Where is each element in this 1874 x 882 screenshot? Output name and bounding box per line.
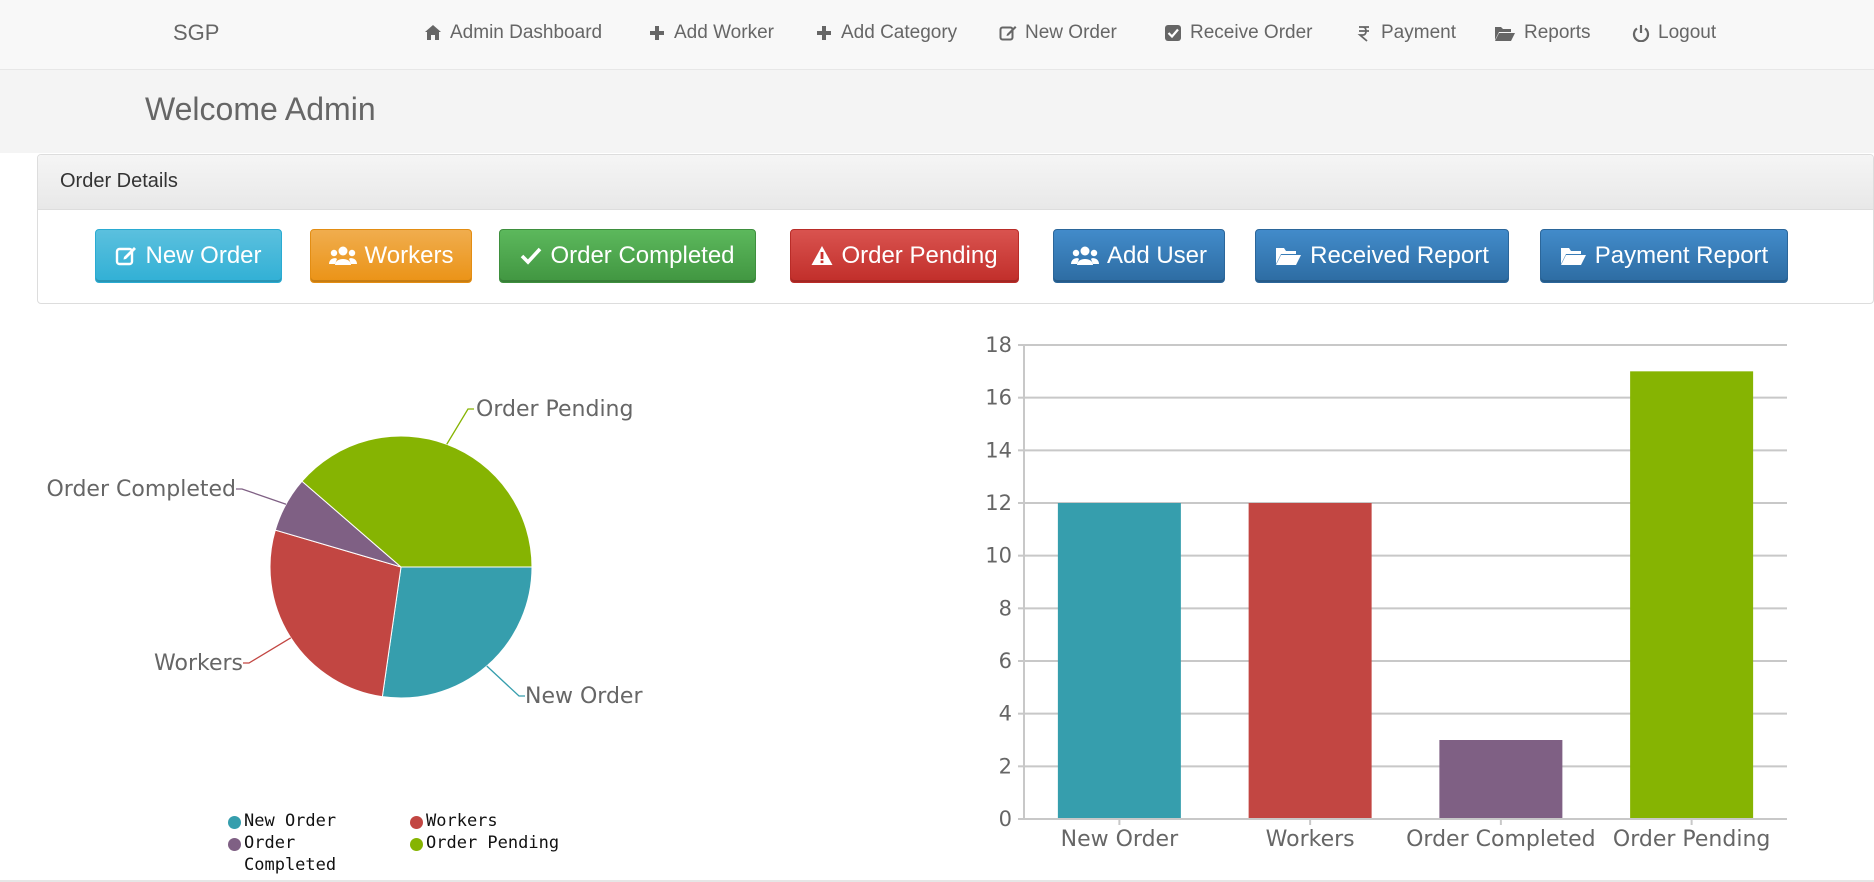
y-tick-label: 10 [985, 544, 1012, 568]
legend-label: Order Completed [244, 833, 337, 875]
x-tick-label: New Order [1061, 827, 1179, 852]
check-square-icon [1164, 24, 1182, 42]
nav-item-payment[interactable]: Payment [1355, 22, 1456, 44]
nav-item-label: Admin Dashboard [450, 22, 603, 43]
y-tick-label: 6 [999, 649, 1012, 673]
check-icon [520, 245, 542, 267]
y-tick-label: 4 [999, 702, 1012, 726]
plus-icon [815, 24, 833, 42]
button-label: New Order [145, 242, 262, 269]
pie-connector-line [486, 665, 525, 697]
users-icon [1070, 245, 1099, 267]
top-navbar: SGP Admin Dashboard Add Worker Add Categ… [0, 0, 1874, 70]
panel-heading: Order Details [38, 155, 1873, 210]
warning-icon [811, 245, 833, 267]
order-details-panel: Order Details New Order Workers Order Co… [37, 154, 1874, 304]
users-icon [328, 245, 357, 267]
workers-button[interactable]: Workers [310, 229, 472, 283]
power-icon [1632, 24, 1650, 42]
y-tick-label: 8 [999, 596, 1012, 620]
pie-label: Workers [154, 651, 243, 676]
nav-item-label: Payment [1381, 22, 1456, 43]
edit-icon [115, 245, 137, 267]
pie-label: Order Completed [46, 477, 236, 502]
nav-item-label: New Order [1025, 22, 1117, 43]
plus-icon [648, 24, 666, 42]
rupee-icon [1355, 24, 1373, 42]
folder-open-icon [1494, 24, 1516, 42]
add-user-button[interactable]: Add User [1053, 229, 1225, 283]
page-divider [0, 880, 1874, 882]
y-tick-label: 12 [985, 491, 1012, 515]
new-order-button[interactable]: New Order [95, 229, 282, 283]
pie-connector-line [446, 408, 474, 445]
y-tick-label: 14 [985, 438, 1012, 462]
x-tick-label: Workers [1266, 827, 1355, 852]
button-label: Payment Report [1594, 242, 1769, 269]
pie-connector-line [243, 637, 292, 664]
home-icon [424, 24, 442, 42]
bar-workers[interactable] [1248, 503, 1372, 819]
nav-item-add-category[interactable]: Add Category [815, 22, 957, 44]
nav-item-logout[interactable]: Logout [1632, 22, 1716, 44]
nav-item-label: Logout [1658, 22, 1717, 43]
folder-open-icon [1560, 245, 1587, 267]
legend-swatch [410, 838, 423, 851]
legend-item[interactable]: Workers [410, 810, 626, 832]
nav-item-reports[interactable]: Reports [1494, 22, 1591, 44]
y-tick-label: 0 [999, 807, 1012, 831]
nav-item-label: Add Category [841, 22, 958, 43]
nav-item-label: Receive Order [1190, 22, 1313, 43]
nav-item-admin-dashboard[interactable]: Admin Dashboard [424, 22, 602, 44]
bar-new-order[interactable] [1057, 503, 1181, 819]
order-completed-button[interactable]: Order Completed [499, 229, 756, 283]
bar-order-pending[interactable] [1630, 371, 1754, 819]
pie-label: Order Pending [476, 397, 633, 422]
legend-item[interactable]: New Order [228, 810, 444, 832]
x-tick-label: Order Completed [1406, 827, 1596, 852]
nav-item-label: Add Worker [674, 22, 774, 43]
legend-item[interactable]: Order Completed [228, 832, 337, 876]
bar-chart: 0 2 4 6 8 10 12 14 16 18 New Order Workers Order Com… [985, 333, 1787, 852]
page-title: Welcome Admin [145, 91, 376, 127]
button-label: Received Report [1310, 242, 1489, 269]
legend-item[interactable]: Order Pending [410, 832, 626, 854]
panel-title: Order Details [60, 170, 178, 192]
nav-item-label: Reports [1524, 22, 1591, 43]
brand-logo[interactable]: SGP [173, 20, 220, 45]
legend-label: New Order [244, 811, 337, 831]
legend-swatch [410, 816, 423, 829]
nav-item-receive-order[interactable]: Receive Order [1164, 22, 1313, 44]
y-tick-label: 18 [985, 333, 1012, 357]
pie-slice-new-order[interactable] [381, 566, 533, 699]
legend-label: Workers [426, 811, 498, 831]
x-tick-label: Order Pending [1613, 827, 1770, 852]
order-pending-button[interactable]: Order Pending [790, 229, 1019, 283]
button-label: Order Completed [550, 242, 735, 269]
edit-icon [999, 24, 1017, 42]
legend-swatch [228, 838, 241, 851]
button-label: Workers [364, 242, 454, 269]
y-tick-label: 16 [985, 386, 1012, 410]
y-tick-label: 2 [999, 754, 1012, 778]
button-label: Order Pending [841, 242, 998, 269]
folder-open-icon [1275, 245, 1302, 267]
nav-item-new-order[interactable]: New Order [999, 22, 1117, 44]
payment-report-button[interactable]: Payment Report [1540, 229, 1788, 283]
pie-chart: New Order Workers Order Completed Order Pen… [46, 397, 643, 709]
button-label: Add User [1106, 242, 1208, 269]
legend-label: Order Pending [426, 833, 560, 853]
received-report-button[interactable]: Received Report [1255, 229, 1509, 283]
pie-label: New Order [525, 684, 643, 709]
welcome-banner: Welcome Admin [0, 70, 1874, 153]
pie-connector-line [236, 488, 287, 505]
nav-item-add-worker[interactable]: Add Worker [648, 22, 774, 44]
bar-order-completed[interactable] [1439, 740, 1563, 819]
legend-swatch [228, 816, 241, 829]
